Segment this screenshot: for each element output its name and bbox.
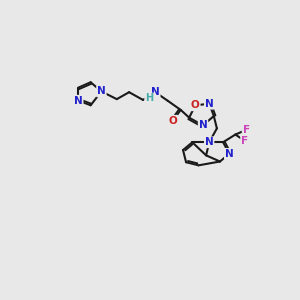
Text: F: F	[243, 125, 250, 135]
Text: N: N	[205, 137, 214, 147]
Text: N: N	[199, 120, 207, 130]
Text: N: N	[151, 87, 160, 97]
Text: N: N	[97, 86, 106, 96]
Text: N: N	[225, 149, 234, 159]
Text: O: O	[191, 100, 200, 110]
Text: N: N	[205, 99, 214, 109]
Text: O: O	[169, 116, 177, 126]
Text: F: F	[241, 136, 248, 146]
Text: N: N	[74, 96, 83, 106]
Text: H: H	[145, 93, 153, 103]
